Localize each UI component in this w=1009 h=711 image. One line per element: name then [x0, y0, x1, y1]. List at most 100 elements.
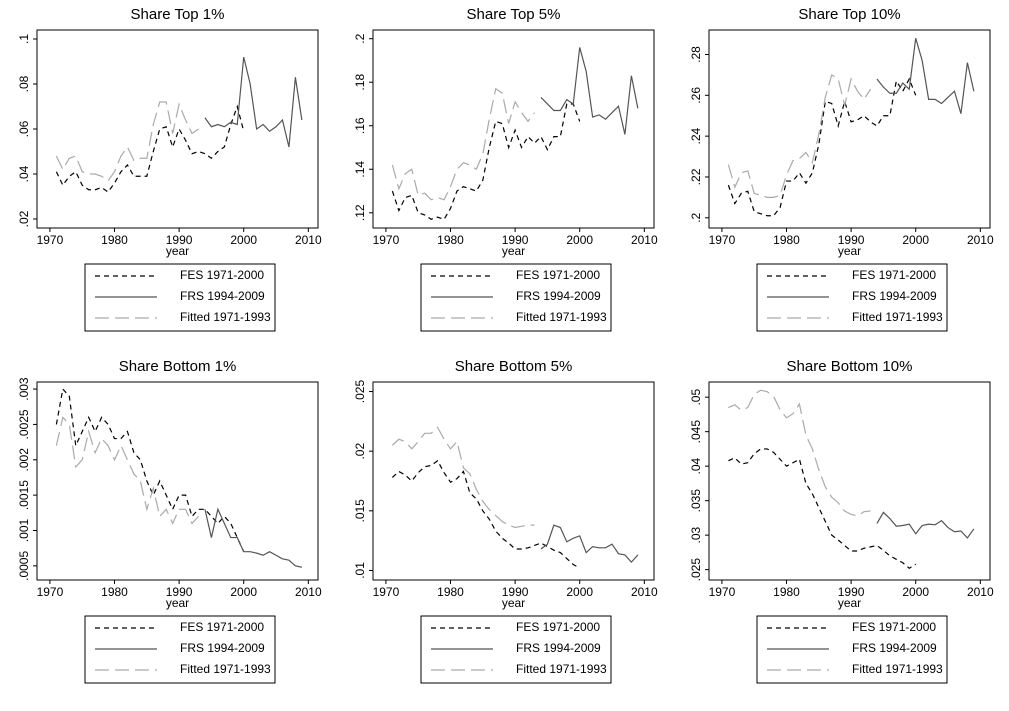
y-tick-label: .05	[689, 389, 703, 406]
x-axis-label: year	[166, 244, 189, 258]
x-tick-label: 1970	[37, 233, 64, 247]
x-tick-label: 2010	[631, 585, 658, 599]
x-axis-label: year	[166, 596, 189, 610]
series-line	[391, 459, 581, 569]
x-tick-label: 1990	[166, 585, 193, 599]
y-tick-label: .02	[17, 210, 31, 227]
plot-frame	[708, 29, 991, 229]
x-tick-label: 1990	[502, 233, 529, 247]
x-tick-label: 1980	[437, 585, 464, 599]
plot-frame	[372, 381, 655, 581]
series-line	[728, 448, 917, 570]
x-tick-label: 1990	[838, 233, 865, 247]
x-tick-label: 2010	[967, 585, 994, 599]
legend-label: FRS 1994-2009	[852, 289, 937, 303]
series-line	[55, 101, 199, 182]
y-tick-label: .26	[689, 87, 703, 104]
x-axis-label: year	[502, 244, 525, 258]
chart-title: Share Bottom 1%	[119, 358, 237, 375]
series-line	[55, 104, 245, 193]
legend-label: FRS 1994-2009	[852, 641, 937, 655]
x-tick-label: 1970	[709, 233, 736, 247]
legend-label: Fitted 1971-1993	[180, 662, 271, 676]
series-line	[876, 37, 975, 114]
x-tick-label: 2010	[967, 233, 994, 247]
y-tick-label: .2	[689, 212, 703, 222]
x-tick-label: 2000	[902, 585, 929, 599]
legend-label: FRS 1994-2009	[180, 289, 265, 303]
legend-label: FES 1971-2000	[852, 268, 936, 282]
y-tick-label: .02	[353, 443, 367, 460]
y-tick-label: .001	[17, 518, 31, 542]
legend-label: Fitted 1971-1993	[180, 310, 271, 324]
legend-label: Fitted 1971-1993	[852, 310, 943, 324]
x-tick-label: 1990	[502, 585, 529, 599]
x-axis-label: year	[838, 244, 861, 258]
y-tick-label: .2	[353, 33, 367, 43]
y-tick-label: .035	[689, 489, 703, 513]
legend-label: FES 1971-2000	[852, 620, 936, 634]
x-tick-label: 1970	[373, 585, 400, 599]
y-tick-label: .06	[17, 120, 31, 137]
x-tick-label: 2010	[631, 233, 658, 247]
series-line	[876, 511, 975, 539]
y-tick-label: .16	[353, 117, 367, 134]
plot-frame	[708, 381, 991, 581]
x-tick-label: 1980	[773, 233, 800, 247]
series-line	[204, 507, 302, 568]
legend-label: Fitted 1971-1993	[516, 662, 607, 676]
y-tick-label: .14	[353, 161, 367, 178]
y-tick-label: .045	[689, 420, 703, 444]
series-line	[727, 73, 871, 198]
y-tick-label: .03	[689, 526, 703, 543]
x-tick-label: 2000	[230, 585, 257, 599]
series-line	[728, 389, 871, 517]
y-tick-label: .002	[17, 448, 31, 472]
y-tick-label: .0015	[17, 480, 31, 510]
x-tick-label: 1970	[709, 585, 736, 599]
legend-label: FES 1971-2000	[516, 620, 600, 634]
x-tick-label: 2000	[566, 585, 593, 599]
x-tick-label: 1980	[437, 233, 464, 247]
legend-label: FRS 1994-2009	[516, 641, 601, 655]
plot-frame	[36, 381, 319, 581]
chart-title: Share Bottom 10%	[787, 358, 913, 375]
y-tick-label: .025	[353, 380, 367, 404]
x-tick-label: 1980	[101, 585, 128, 599]
y-tick-label: .08	[17, 75, 31, 92]
x-axis-label: year	[838, 596, 861, 610]
legend-label: Fitted 1971-1993	[852, 662, 943, 676]
y-tick-label: .24	[689, 127, 703, 144]
y-tick-label: .12	[353, 204, 367, 221]
y-tick-label: .0025	[17, 409, 31, 439]
legend-label: FES 1971-2000	[180, 620, 264, 634]
y-tick-label: .04	[17, 165, 31, 182]
x-tick-label: 1990	[166, 233, 193, 247]
y-tick-label: .015	[353, 499, 367, 523]
chart-title: Share Bottom 5%	[455, 358, 573, 375]
y-tick-label: .003	[17, 377, 31, 401]
x-axis-label: year	[502, 596, 525, 610]
series-line	[540, 524, 639, 564]
legend-label: FES 1971-2000	[180, 268, 264, 282]
x-tick-label: 1970	[373, 233, 400, 247]
chart-title: Share Top 5%	[467, 6, 561, 23]
chart-title: Share Top 1%	[131, 6, 225, 23]
y-tick-label: .22	[689, 168, 703, 185]
series-line	[391, 103, 581, 221]
legend-label: FRS 1994-2009	[516, 289, 601, 303]
series-line	[540, 47, 639, 135]
legend-label: FES 1971-2000	[516, 268, 600, 282]
y-tick-label: .04	[689, 458, 703, 475]
x-tick-label: 1970	[37, 585, 64, 599]
x-tick-label: 2010	[295, 233, 322, 247]
legend-label: Fitted 1971-1993	[516, 310, 607, 324]
x-tick-label: 2000	[902, 233, 929, 247]
series-line	[391, 426, 535, 529]
x-tick-label: 1980	[101, 233, 128, 247]
x-tick-label: 2000	[566, 233, 593, 247]
x-tick-label: 2000	[230, 233, 257, 247]
plot-frame	[36, 29, 319, 229]
y-tick-label: .025	[689, 558, 703, 582]
